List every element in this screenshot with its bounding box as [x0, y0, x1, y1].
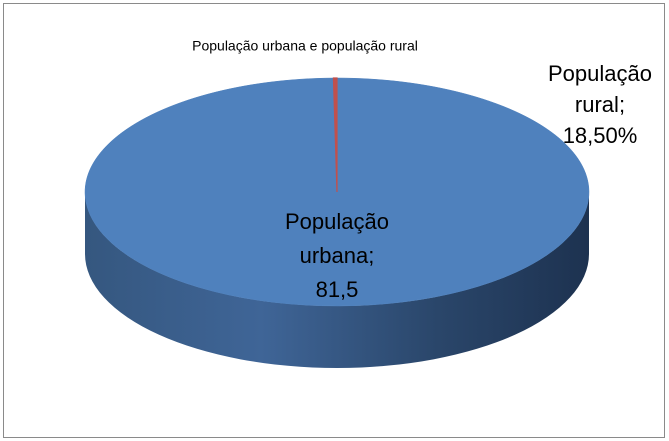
- data-label: População rural; 18,50%: [535, 58, 665, 151]
- label-separator: ;: [368, 243, 375, 268]
- label-value: 18,50%: [562, 123, 638, 148]
- pie-slice: [332, 77, 338, 193]
- label-category: População rural: [548, 61, 652, 117]
- data-label: População urbana; 81,5: [262, 205, 412, 307]
- label-category: População urbana: [285, 209, 389, 268]
- label-value: 81,5: [315, 277, 359, 302]
- label-separator: ;: [618, 92, 626, 117]
- pie-side: [85, 192, 589, 368]
- chart-title: População urbana e população rural: [192, 38, 418, 54]
